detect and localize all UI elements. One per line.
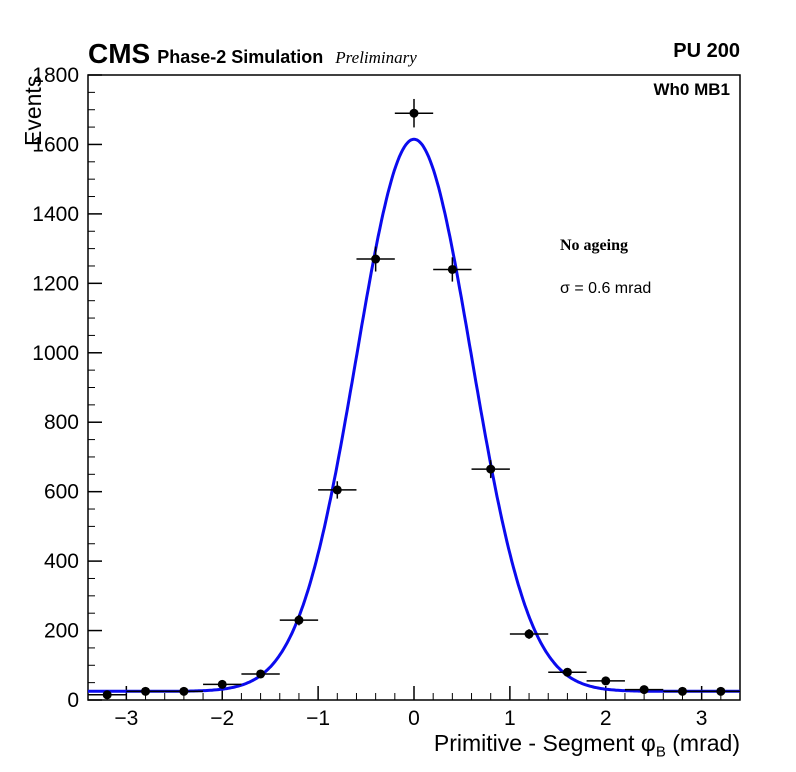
data-point xyxy=(447,264,457,274)
x-tick-label: 3 xyxy=(696,707,708,730)
data-point xyxy=(601,676,611,686)
x-axis-title-unit: (mrad) xyxy=(665,730,740,756)
simulation-label: Phase-2 Simulation xyxy=(157,47,324,67)
gaussian-fit-curve xyxy=(88,137,740,693)
x-axis-title: Primitive - Segment φB (mrad) xyxy=(434,730,740,761)
y-axis-title: Events xyxy=(20,75,46,146)
data-point xyxy=(256,669,266,679)
y-tick-label: 200 xyxy=(44,620,79,643)
y-tick-label: 800 xyxy=(44,411,79,434)
data-point xyxy=(524,629,534,639)
x-axis-title-main: Primitive - Segment φ xyxy=(433,730,656,756)
data-point xyxy=(639,685,649,695)
y-tick-label: 600 xyxy=(44,481,79,504)
x-tick-label: −3 xyxy=(114,707,138,730)
data-point xyxy=(371,254,381,264)
header: CMS Phase-2 Simulation Preliminary xyxy=(88,38,417,70)
y-tick-label: 1200 xyxy=(32,272,79,295)
y-tick-label: 1600 xyxy=(32,133,79,156)
x-axis-title-sub: B xyxy=(655,743,666,761)
cms-logo-text: CMS xyxy=(88,38,151,69)
pu-label: PU 200 xyxy=(673,40,740,62)
ageing-annotation: No ageing xyxy=(560,237,628,254)
data-point xyxy=(102,690,112,700)
x-tick-label: 1 xyxy=(504,707,516,730)
data-point xyxy=(716,686,726,696)
y-tick-label: 1400 xyxy=(32,203,79,226)
data-point xyxy=(562,667,572,677)
y-tick-label: 400 xyxy=(44,550,79,573)
y-tick-label: 1000 xyxy=(32,342,79,365)
y-tick-label: 0 xyxy=(67,689,79,712)
x-tick-label: 2 xyxy=(600,707,612,730)
data-point xyxy=(486,464,496,474)
data-point xyxy=(294,615,304,625)
data-point xyxy=(141,686,151,696)
x-tick-label: 0 xyxy=(408,707,420,730)
chamber-label: Wh0 MB1 xyxy=(653,80,731,99)
x-tick-label: −2 xyxy=(210,707,234,730)
data-point xyxy=(677,686,687,696)
data-point xyxy=(179,686,189,696)
x-tick-label: −1 xyxy=(306,707,330,730)
preliminary-label: Preliminary xyxy=(335,48,417,67)
data-point xyxy=(409,108,419,118)
sigma-annotation: σ = 0.6 mrad xyxy=(560,280,652,297)
y-tick-label: 1800 xyxy=(32,64,79,87)
data-point xyxy=(217,679,227,689)
plot-frame xyxy=(87,74,741,701)
data-point xyxy=(332,485,342,495)
